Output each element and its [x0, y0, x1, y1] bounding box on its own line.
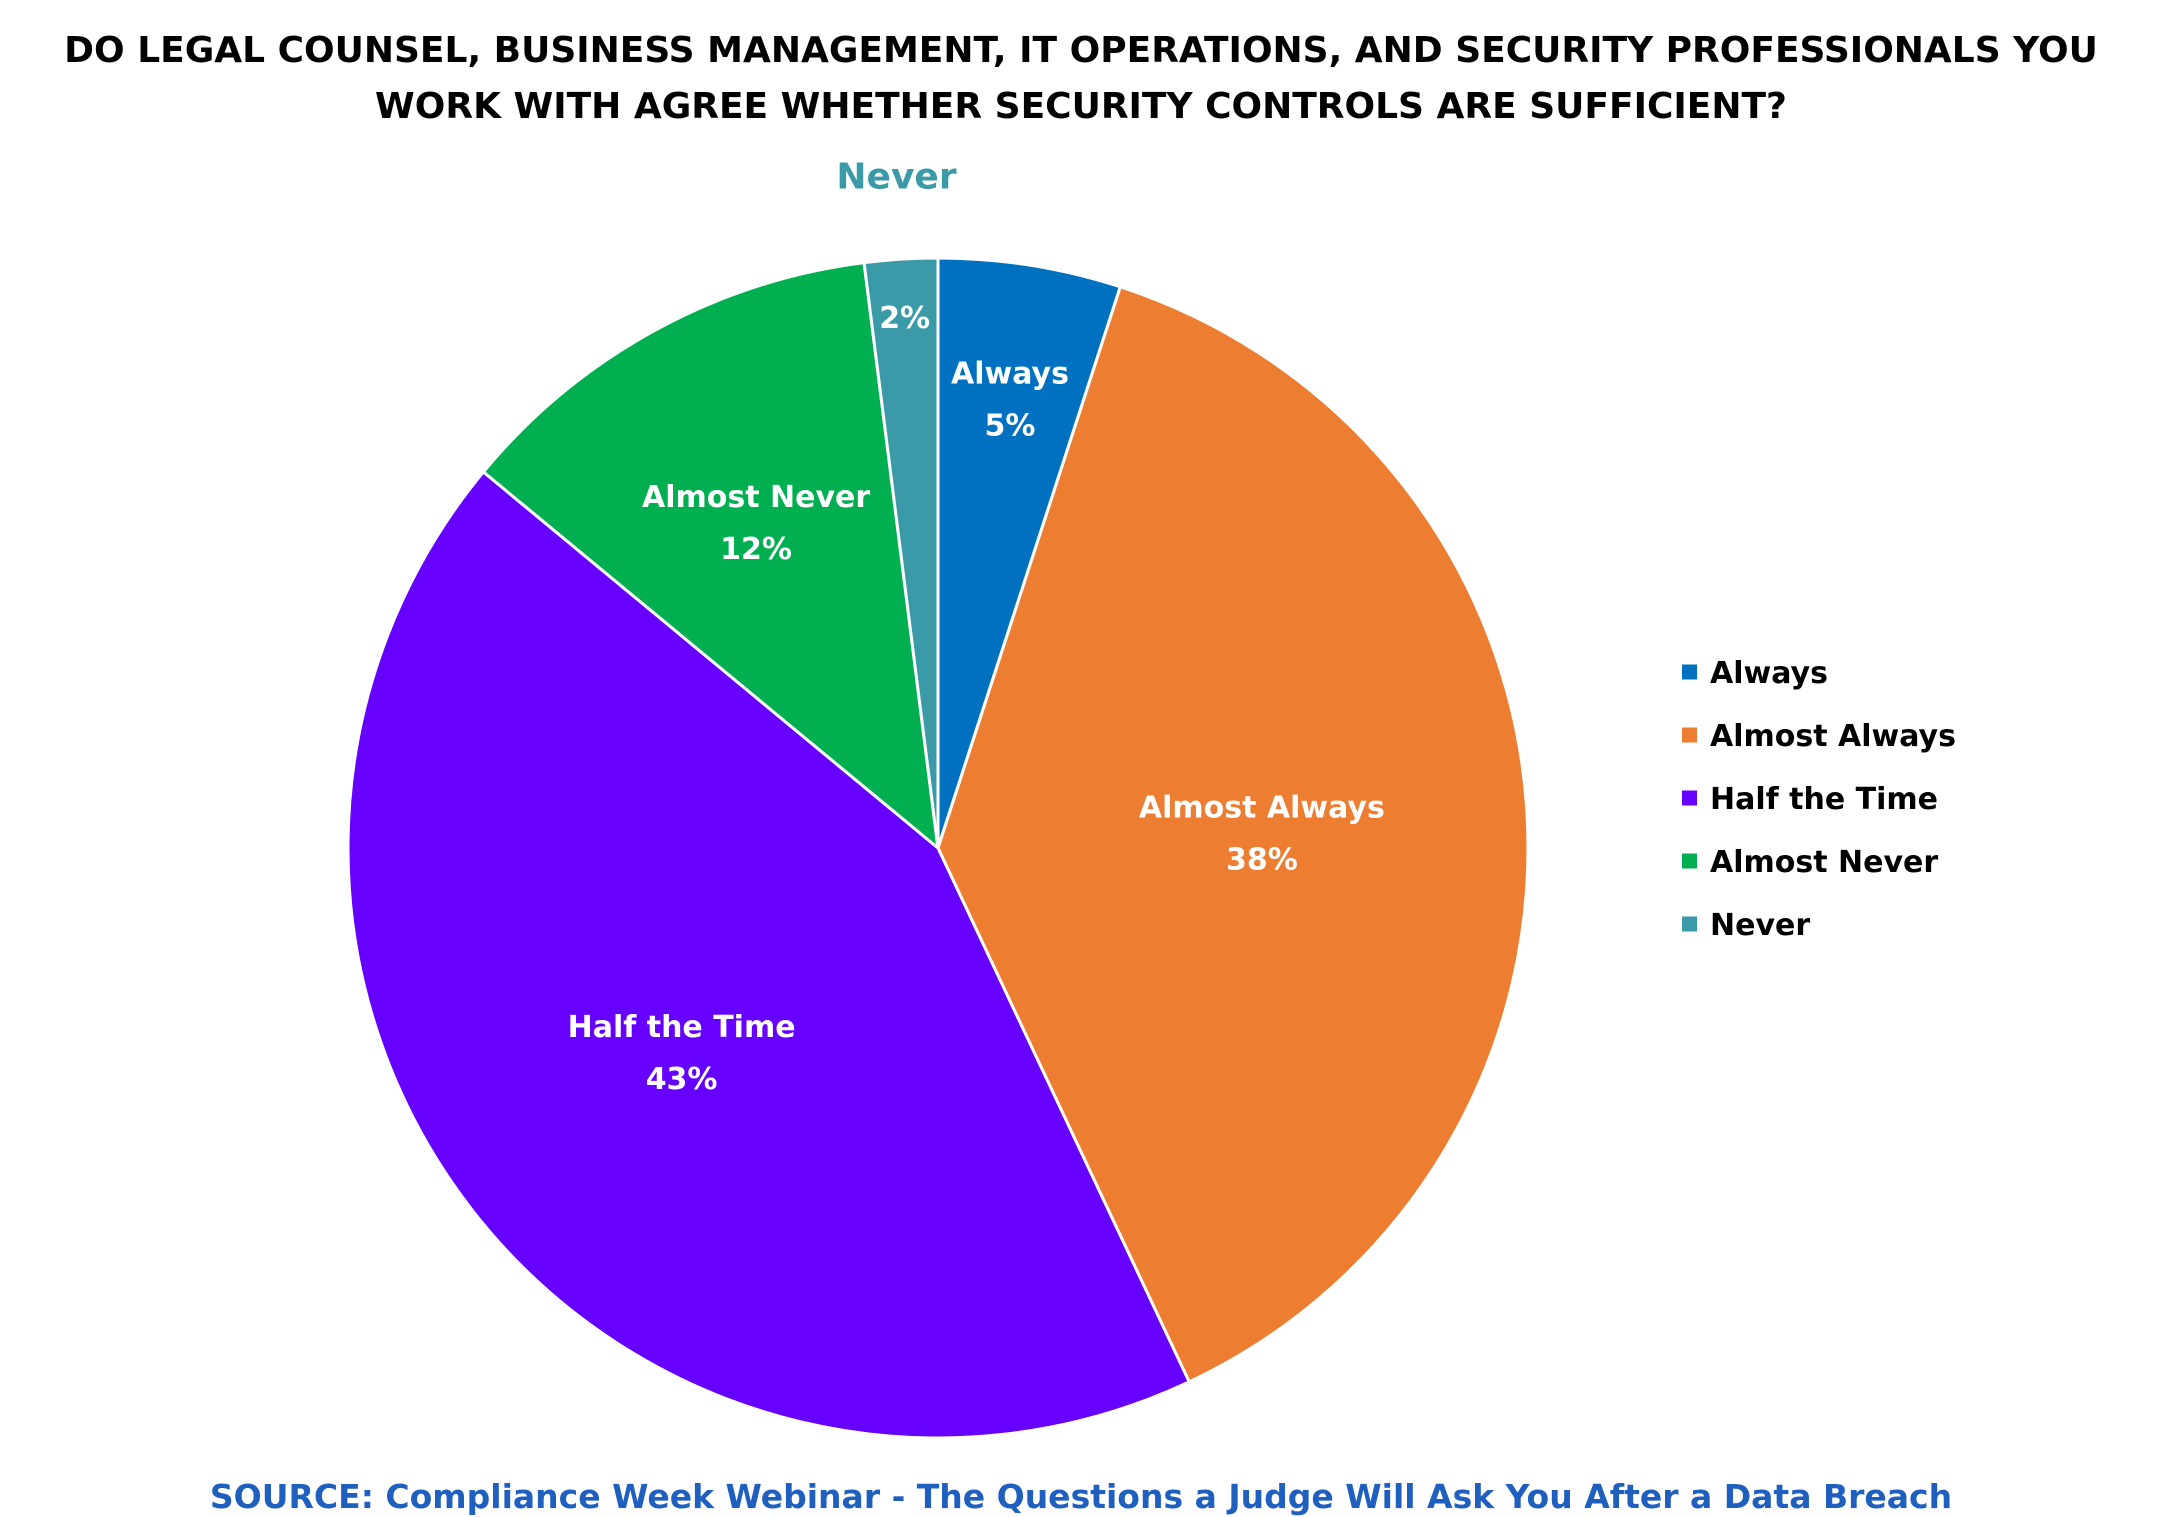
slice-value-label-almost-always: 38% [1226, 843, 1298, 878]
legend-swatch-never [1682, 916, 1697, 932]
legend-label-always: Always [1710, 656, 1828, 691]
legend-swatch-almost-always [1682, 727, 1697, 743]
slice-name-label-almost-never: Almost Never [642, 480, 870, 515]
slice-name-label-almost-always: Almost Always [1139, 791, 1385, 826]
chart-title-line-2: WORK WITH AGREE WHETHER SECURITY CONTROL… [375, 86, 1787, 127]
pie-slices [346, 256, 1530, 1440]
slice-name-label-half-the-time: Half the Time [568, 1010, 796, 1045]
legend-swatch-always [1682, 664, 1697, 680]
slice-value-label-always: 5% [985, 408, 1036, 443]
chart-title: DO LEGAL COUNSEL, BUSINESS MANAGEMENT, I… [64, 30, 2098, 127]
slice-value-label-never: 2% [879, 301, 930, 336]
legend-swatch-half-the-time [1682, 790, 1697, 806]
legend-label-half-the-time: Half the Time [1710, 782, 1938, 817]
legend-item-half-the-time: Half the Time [1682, 782, 1938, 817]
legend-item-almost-always: Almost Always [1682, 719, 1956, 754]
legend-swatch-almost-never [1682, 853, 1697, 869]
pie-slice-almost-always [936, 284, 1530, 1384]
slice-value-label-half-the-time: 43% [646, 1062, 718, 1097]
legend-item-never: Never [1682, 908, 1810, 943]
slice-name-label-always: Always [951, 356, 1069, 391]
legend-item-almost-never: Almost Never [1682, 845, 1938, 880]
legend-label-almost-never: Almost Never [1710, 845, 1938, 880]
pie-slice-half-the-time [346, 469, 1192, 1440]
chart-title-line-1: DO LEGAL COUNSEL, BUSINESS MANAGEMENT, I… [64, 30, 2098, 71]
pie-slice-always [936, 256, 1123, 849]
pie-slice-almost-never [481, 260, 940, 852]
legend-item-always: Always [1682, 656, 1828, 691]
slice-name-label-never: Never [836, 157, 956, 198]
source-note: SOURCE: Compliance Week Webinar - The Qu… [210, 1477, 1952, 1516]
pie-slice-never [862, 256, 940, 849]
legend-label-almost-always: Almost Always [1710, 719, 1956, 754]
slice-labels: Always 5% Almost Always 38% Half the Time 43%… [568, 157, 1385, 1097]
slice-value-label-almost-never: 12% [720, 532, 792, 567]
legend-label-never: Never [1710, 908, 1810, 943]
chart-legend: Always Almost Always Half the Time Almost N… [1682, 656, 1956, 943]
